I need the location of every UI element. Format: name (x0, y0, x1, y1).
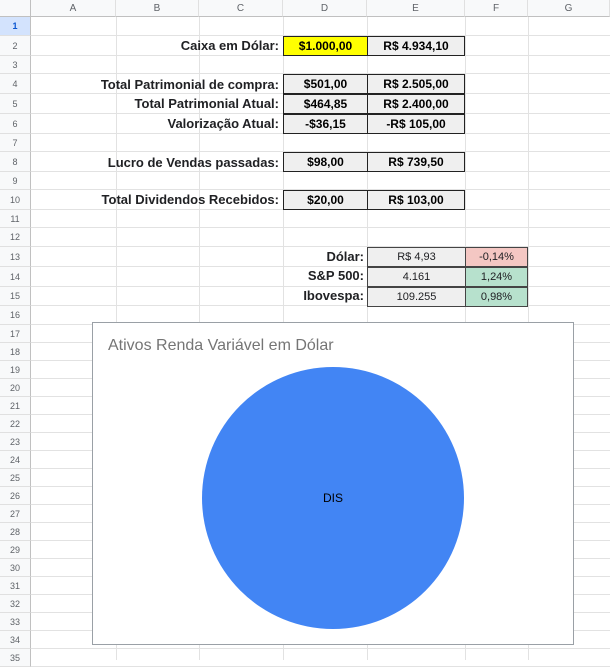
row-header-28[interactable]: 28 (0, 523, 31, 541)
dolar-value-cell[interactable]: R$ 4,93 (367, 247, 466, 267)
row-header-25[interactable]: 25 (0, 469, 31, 487)
row-header-22[interactable]: 22 (0, 415, 31, 433)
row-header-34[interactable]: 34 (0, 631, 31, 649)
grid-row-line (31, 151, 610, 152)
row-header-10[interactable]: 10 (0, 190, 31, 210)
row-header-27[interactable]: 27 (0, 505, 31, 523)
row-header-20[interactable]: 20 (0, 379, 31, 397)
grid-row-line (31, 266, 610, 267)
lucro-vendas-brl-cell[interactable]: R$ 739,50 (367, 152, 465, 172)
label-sp500: S&P 500: (307, 268, 364, 283)
row-header-32[interactable]: 32 (0, 595, 31, 613)
patrimonial-atual-brl-cell[interactable]: R$ 2.400,00 (367, 94, 465, 114)
label-total-dividendos: Total Dividendos Recebidos: (101, 192, 279, 207)
row-header-24[interactable]: 24 (0, 451, 31, 469)
row-header-17[interactable]: 17 (0, 325, 31, 343)
patrimonial-compra-brl-cell[interactable]: R$ 2.505,00 (367, 74, 465, 94)
label-lucro-vendas: Lucro de Vendas passadas: (107, 155, 279, 170)
row-header-5[interactable]: 5 (0, 94, 31, 114)
label-total-patrimonial-compra: Total Patrimonial de compra: (100, 77, 279, 92)
caixa-dolar-usd-cell[interactable]: $1.000,00 (283, 36, 368, 56)
label-valorizacao-atual: Valorização Atual: (167, 116, 280, 131)
grid-row-line (31, 648, 610, 649)
row-header-29[interactable]: 29 (0, 541, 31, 559)
grid-row-line (31, 73, 610, 74)
row-header-18[interactable]: 18 (0, 343, 31, 361)
row-header-23[interactable]: 23 (0, 433, 31, 451)
ibovespa-change-cell[interactable]: 0,98% (465, 287, 528, 307)
grid-row-line (31, 305, 610, 306)
label-ibovespa: Ibovespa: (303, 288, 364, 303)
row-header-30[interactable]: 30 (0, 559, 31, 577)
row-header-16[interactable]: 16 (0, 306, 31, 325)
row-header-15[interactable]: 15 (0, 287, 31, 306)
label-caixa-dolar: Caixa em Dólar: (180, 38, 279, 53)
row-header-26[interactable]: 26 (0, 487, 31, 505)
row-header-11[interactable]: 11 (0, 210, 31, 228)
row-header-33[interactable]: 33 (0, 613, 31, 631)
pie-slice-label: DIS (323, 491, 343, 505)
pie-slice-dis[interactable] (202, 367, 464, 629)
row-header-6[interactable]: 6 (0, 114, 31, 134)
row-header-8[interactable]: 8 (0, 152, 31, 172)
row-header-9[interactable]: 9 (0, 172, 31, 190)
row-header-7[interactable]: 7 (0, 134, 31, 152)
lucro-vendas-usd-cell[interactable]: $98,00 (283, 152, 368, 172)
valorizacao-usd-cell[interactable]: -$36,15 (283, 114, 368, 134)
row-header-12[interactable]: 12 (0, 228, 31, 247)
caixa-dolar-brl-cell[interactable]: R$ 4.934,10 (367, 36, 465, 56)
row-header-31[interactable]: 31 (0, 577, 31, 595)
column-header-g[interactable]: G (528, 0, 610, 17)
row-header-35[interactable]: 35 (0, 649, 31, 667)
column-header-a[interactable]: A (31, 0, 116, 17)
dolar-change-cell[interactable]: -0,14% (465, 247, 528, 267)
patrimonial-compra-usd-cell[interactable]: $501,00 (283, 74, 368, 94)
row-header-1[interactable]: 1 (0, 17, 31, 36)
grid-row-line (31, 189, 610, 190)
grid-row-line (31, 246, 610, 247)
row-header-21[interactable]: 21 (0, 397, 31, 415)
column-header-e[interactable]: E (367, 0, 465, 17)
dividendos-usd-cell[interactable]: $20,00 (283, 190, 368, 210)
row-header-4[interactable]: 4 (0, 74, 31, 94)
row-header-14[interactable]: 14 (0, 267, 31, 287)
valorizacao-brl-cell[interactable]: -R$ 105,00 (367, 114, 465, 134)
pie-chart[interactable]: Ativos Renda Variável em Dólar DIS (92, 322, 574, 645)
label-total-patrimonial-atual: Total Patrimonial Atual: (134, 96, 279, 111)
row-header-19[interactable]: 19 (0, 361, 31, 379)
column-header-c[interactable]: C (199, 0, 283, 17)
column-header-f[interactable]: F (465, 0, 528, 17)
chart-title: Ativos Renda Variável em Dólar (108, 337, 334, 354)
grid-row-line (31, 35, 610, 36)
dividendos-brl-cell[interactable]: R$ 103,00 (367, 190, 465, 210)
row-header-2[interactable]: 2 (0, 36, 31, 56)
row-header-3[interactable]: 3 (0, 56, 31, 74)
sp500-change-cell[interactable]: 1,24% (465, 267, 528, 287)
patrimonial-atual-usd-cell[interactable]: $464,85 (283, 94, 368, 114)
column-header-d[interactable]: D (283, 0, 367, 17)
label-dolar: Dólar: (326, 249, 364, 264)
pie-chart-svg: DIS (202, 367, 464, 629)
grid-row-line (31, 227, 610, 228)
ibovespa-value-cell[interactable]: 109.255 (367, 287, 466, 307)
column-header-b[interactable]: B (116, 0, 199, 17)
row-header-13[interactable]: 13 (0, 247, 31, 267)
select-all-corner[interactable] (0, 0, 31, 17)
grid-row-line (31, 286, 610, 287)
sp500-value-cell[interactable]: 4.161 (367, 267, 466, 287)
